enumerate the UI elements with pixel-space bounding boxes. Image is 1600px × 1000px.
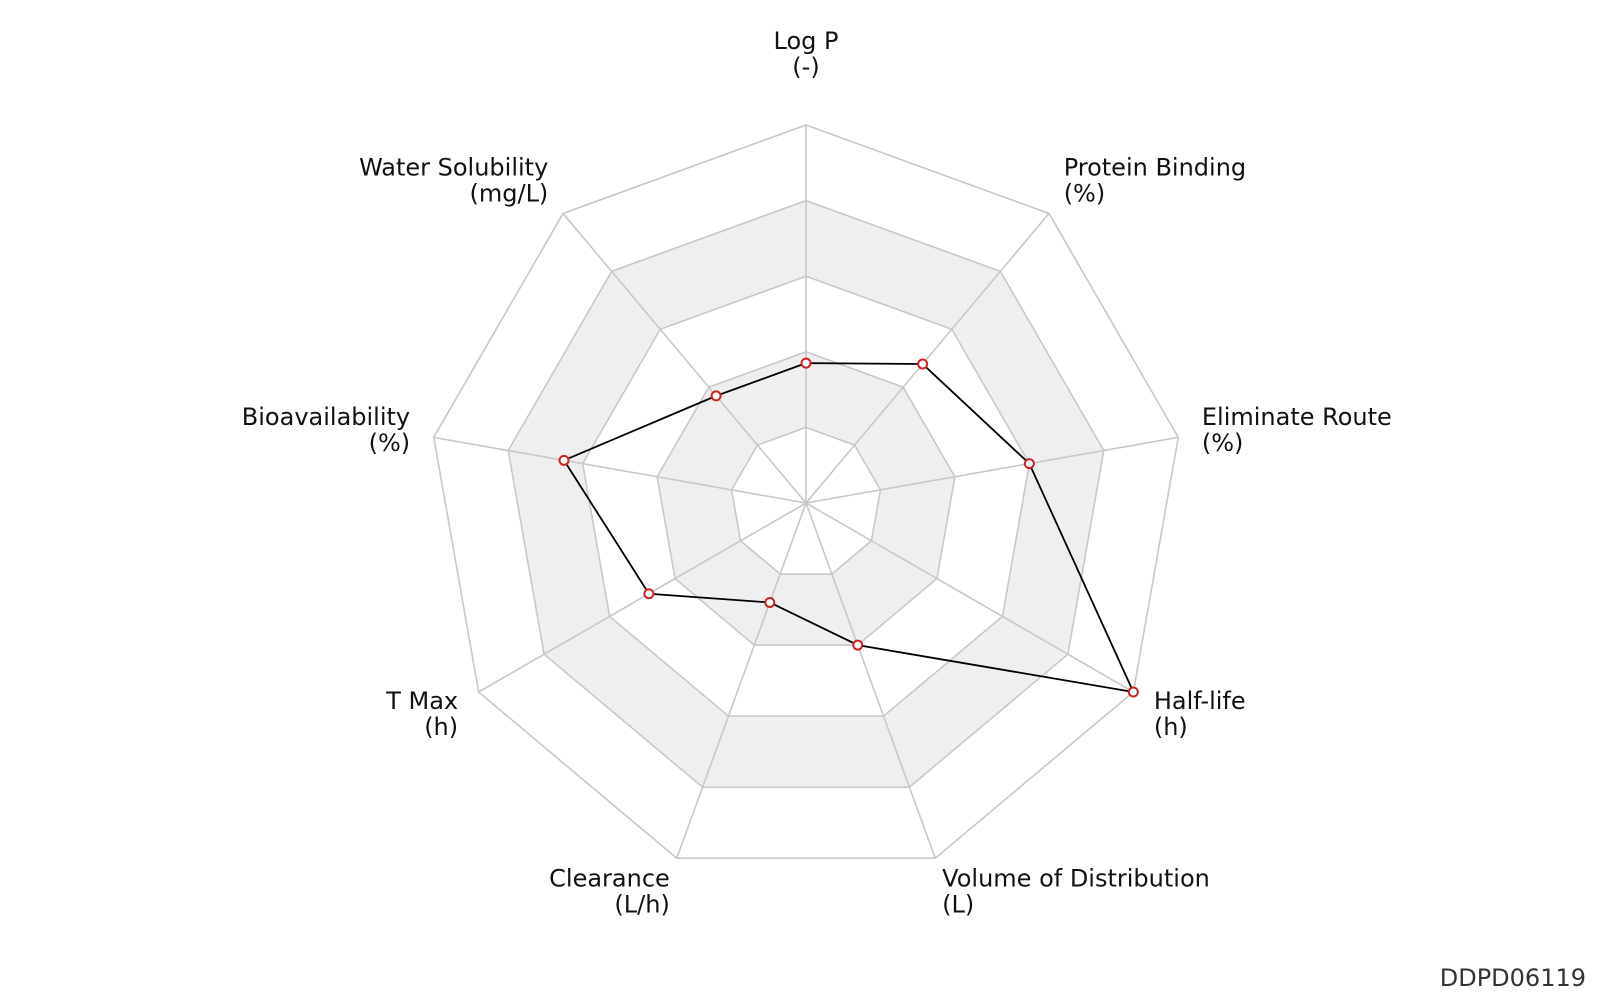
axis-label-2: Protein Binding (%) [1064, 154, 1246, 208]
radar-spoke-8 [433, 436, 807, 504]
axis-name: Half-life [1154, 687, 1246, 715]
radar-grid-spokes [433, 125, 1179, 859]
radar-spoke-4 [805, 502, 1134, 693]
radar-point-3 [1023, 458, 1035, 470]
axis-unit: (h) [424, 713, 458, 741]
axis-name: Eliminate Route [1202, 403, 1392, 431]
axis-unit: (L/h) [614, 891, 669, 919]
axis-name: Water Solubility [359, 154, 548, 182]
radar-series-line-1 [563, 362, 1135, 693]
axis-label-8: Bioavailability (%) [242, 403, 410, 457]
axis-name: Volume of Distribution [942, 865, 1210, 893]
axis-name: Log P [774, 27, 839, 55]
radar-spoke-5 [805, 502, 937, 859]
radar-point-9 [710, 390, 722, 402]
radar-spoke-3 [805, 436, 1179, 504]
axis-label-1: Log P (-) [774, 27, 839, 81]
axis-name: T Max [385, 687, 458, 715]
axis-unit: (%) [1064, 180, 1106, 208]
axis-unit: (mg/L) [470, 180, 549, 208]
radar-point-8 [558, 454, 570, 466]
radar-spoke-7 [478, 502, 807, 693]
radar-spoke-2 [805, 212, 1050, 504]
axis-label-6: Clearance (L/h) [549, 865, 670, 919]
axis-label-5: Volume of Distribution (L) [942, 865, 1210, 919]
axis-name: Clearance [549, 865, 670, 893]
chart-id-label: DDPD06119 [1439, 964, 1586, 992]
axis-unit: (h) [1154, 713, 1188, 741]
radar-point-6 [764, 596, 776, 608]
radar-axis-labels: Log P (-)Protein Binding (%)Eliminate Rout… [242, 27, 1392, 919]
radar-series-group [558, 357, 1139, 698]
axis-label-7: T Max (h) [385, 687, 458, 741]
axis-label-3: Eliminate Route (%) [1202, 403, 1392, 457]
axis-name: Bioavailability [242, 403, 410, 431]
radar-point-1 [800, 357, 812, 369]
radar-spoke-9 [562, 212, 807, 504]
axis-unit: (-) [792, 53, 819, 81]
radar-point-2 [917, 358, 929, 370]
radar-spoke-6 [675, 502, 807, 859]
axis-unit: (%) [369, 429, 411, 457]
radar-point-7 [643, 588, 655, 600]
axis-label-9: Water Solubility (mg/L) [359, 154, 548, 208]
radar-point-4 [1127, 686, 1139, 698]
radar-point-5 [852, 639, 864, 651]
axis-unit: (%) [1202, 429, 1244, 457]
axis-unit: (L) [942, 891, 974, 919]
axis-label-4: Half-life (h) [1154, 687, 1246, 741]
axis-name: Protein Binding [1064, 154, 1246, 182]
